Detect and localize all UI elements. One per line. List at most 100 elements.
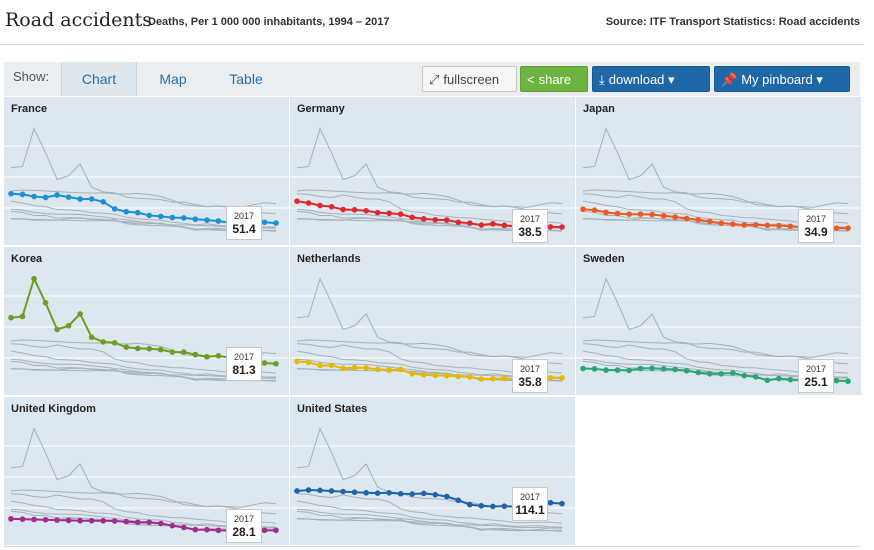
data-point[interactable]	[478, 376, 485, 382]
data-point[interactable]	[614, 210, 621, 217]
data-point[interactable]	[192, 526, 199, 533]
panel-korea[interactable]: Korea 2017 81.3	[4, 247, 289, 395]
data-point[interactable]	[340, 206, 346, 213]
data-point[interactable]	[559, 500, 565, 507]
tab-map[interactable]: Map	[159, 71, 187, 87]
panel-france[interactable]: France 2017 51.4	[4, 97, 289, 245]
data-point[interactable]	[181, 349, 187, 355]
data-point[interactable]	[54, 326, 60, 333]
data-point[interactable]	[467, 220, 473, 226]
data-point[interactable]	[729, 370, 736, 376]
data-point[interactable]	[559, 224, 565, 230]
data-point[interactable]	[729, 221, 736, 227]
data-point[interactable]	[19, 516, 26, 522]
data-point[interactable]	[649, 211, 655, 218]
data-point[interactable]	[660, 366, 667, 372]
data-point[interactable]	[420, 371, 427, 378]
data-point[interactable]	[718, 220, 725, 226]
data-point[interactable]	[559, 375, 565, 381]
data-point[interactable]	[478, 503, 485, 509]
data-point[interactable]	[204, 217, 210, 223]
data-point[interactable]	[833, 377, 840, 384]
data-point[interactable]	[317, 202, 323, 209]
data-point[interactable]	[42, 300, 49, 306]
data-point[interactable]	[467, 374, 473, 380]
data-point[interactable]	[397, 211, 404, 217]
data-point[interactable]	[787, 376, 794, 383]
data-point[interactable]	[374, 209, 381, 216]
data-point[interactable]	[845, 378, 851, 385]
data-point[interactable]	[134, 345, 141, 352]
data-point[interactable]	[741, 222, 748, 228]
data-point[interactable]	[88, 517, 95, 524]
data-point[interactable]	[328, 362, 335, 369]
data-point[interactable]	[305, 487, 312, 493]
data-point[interactable]	[8, 516, 14, 522]
data-point[interactable]	[626, 211, 632, 217]
panel-germany[interactable]: Germany 2017 38.5	[290, 97, 575, 245]
data-point[interactable]	[273, 527, 279, 534]
data-point[interactable]	[478, 222, 485, 228]
data-point[interactable]	[340, 488, 346, 495]
data-point[interactable]	[42, 194, 49, 201]
data-point[interactable]	[100, 199, 106, 205]
data-point[interactable]	[100, 517, 106, 524]
data-point[interactable]	[215, 218, 222, 224]
data-point[interactable]	[54, 192, 60, 198]
data-point[interactable]	[845, 225, 851, 231]
data-point[interactable]	[146, 345, 153, 352]
data-point[interactable]	[204, 353, 210, 360]
data-point[interactable]	[42, 516, 49, 523]
data-point[interactable]	[363, 207, 369, 214]
panel-united-kingdom[interactable]: United Kingdom 2017 28.1	[4, 397, 289, 545]
data-point[interactable]	[443, 493, 450, 500]
data-point[interactable]	[397, 490, 404, 497]
panel-japan[interactable]: Japan 2017 34.9	[576, 97, 861, 245]
data-point[interactable]	[363, 365, 369, 371]
data-point[interactable]	[192, 216, 199, 222]
data-point[interactable]	[111, 206, 118, 212]
data-point[interactable]	[490, 503, 496, 510]
data-point[interactable]	[706, 371, 713, 377]
tab-chart[interactable]: Chart	[61, 62, 137, 96]
data-point[interactable]	[111, 340, 118, 346]
data-point[interactable]	[683, 215, 690, 222]
data-point[interactable]	[753, 221, 759, 228]
data-point[interactable]	[490, 221, 496, 227]
data-point[interactable]	[111, 518, 118, 524]
share-button[interactable]: < share	[520, 66, 588, 92]
data-point[interactable]	[8, 314, 14, 321]
data-point[interactable]	[718, 371, 725, 377]
data-point[interactable]	[317, 487, 323, 494]
data-point[interactable]	[31, 516, 37, 523]
data-point[interactable]	[672, 366, 678, 373]
data-point[interactable]	[443, 217, 450, 223]
data-point[interactable]	[695, 369, 702, 376]
data-point[interactable]	[305, 200, 312, 206]
data-point[interactable]	[65, 194, 72, 200]
data-point[interactable]	[123, 344, 130, 350]
data-point[interactable]	[19, 313, 26, 320]
data-point[interactable]	[181, 524, 187, 531]
data-point[interactable]	[261, 360, 268, 366]
data-point[interactable]	[294, 358, 300, 365]
data-point[interactable]	[351, 489, 358, 495]
data-point[interactable]	[88, 334, 95, 341]
data-point[interactable]	[420, 216, 427, 222]
data-point[interactable]	[501, 375, 508, 382]
data-point[interactable]	[580, 206, 586, 213]
data-point[interactable]	[753, 374, 759, 380]
data-point[interactable]	[134, 209, 141, 216]
data-point[interactable]	[443, 372, 450, 379]
data-point[interactable]	[386, 490, 392, 496]
data-point[interactable]	[123, 518, 130, 525]
fullscreen-button[interactable]: ⤢ fullscreen	[422, 66, 517, 92]
data-point[interactable]	[649, 365, 655, 372]
data-point[interactable]	[169, 214, 176, 221]
data-point[interactable]	[547, 224, 554, 230]
data-point[interactable]	[328, 203, 335, 210]
data-point[interactable]	[386, 210, 392, 217]
data-point[interactable]	[683, 367, 690, 374]
data-point[interactable]	[215, 527, 222, 534]
data-point[interactable]	[363, 490, 369, 496]
